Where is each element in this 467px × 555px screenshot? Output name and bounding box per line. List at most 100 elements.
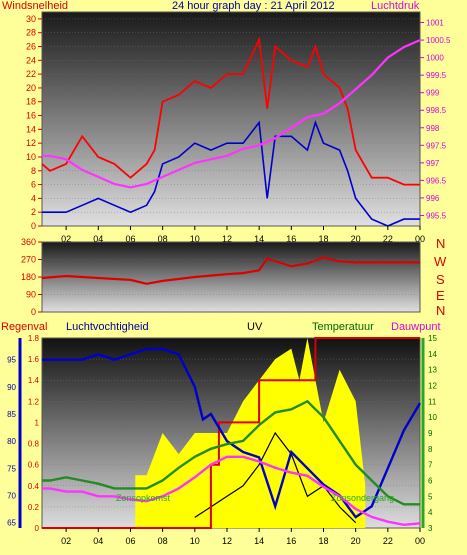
pressure-title: Luchtdruk (371, 0, 420, 12)
temperature-line (42, 399, 420, 506)
y-tick-label-pressure: 998.5 (426, 106, 447, 115)
humidity-label: Luchtvochtigheid (66, 321, 149, 333)
rain-step-line (42, 337, 420, 529)
sunset-label: Zonsondergang (331, 493, 395, 503)
x-tick-label: 04 (93, 234, 103, 244)
x-tick-label: 18 (318, 234, 328, 244)
humidity-line (42, 347, 422, 519)
rain-label: Regenval (1, 321, 48, 333)
y-tick-label-rain: 1 (35, 418, 40, 427)
y-tick-label-pressure: 995.5 (426, 211, 447, 220)
y-tick-label-humidity: 95 (7, 356, 16, 365)
y-tick-label-temperature: 7 (428, 461, 433, 470)
y-tick-label-direction: 270 (21, 255, 36, 265)
y-tick-label-pressure: 999.5 (426, 71, 447, 80)
y-tick-label-wind: 10 (26, 152, 36, 162)
y-tick-label-rain: 1.6 (28, 355, 40, 364)
y-tick-label-wind: 16 (26, 111, 36, 121)
solar-line (194, 431, 357, 524)
y-tick-label-pressure: 999 (426, 89, 440, 98)
chart-title: 24 hour graph day : 21 April 2012 (172, 0, 335, 12)
x-tick-label: 10 (190, 536, 200, 546)
x-tick-label: 06 (125, 234, 135, 244)
dewpoint-line (42, 455, 421, 527)
y-tick-label-wind: 8 (31, 166, 36, 176)
y-tick-label-rain: 1.2 (28, 397, 40, 406)
y-tick-label-pressure: 998 (426, 124, 440, 133)
x-tick-label: 22 (383, 536, 393, 546)
compass-s: S (436, 272, 445, 287)
y-tick-label-wind: 14 (26, 124, 36, 134)
x-tick-label: 02 (61, 536, 71, 546)
y-tick-label-wind: 18 (26, 97, 36, 107)
y-tick-label-wind: 20 (26, 83, 36, 93)
x-tick-label: 02 (61, 234, 71, 244)
pressure-line (42, 39, 421, 189)
y-tick-label-direction: 180 (21, 272, 36, 282)
y-tick-label-humidity: 65 (7, 519, 16, 528)
y-tick-label-wind: 2 (31, 207, 36, 217)
y-tick-label-wind: 24 (26, 55, 36, 65)
y-tick-label-rain: 0.4 (28, 482, 40, 491)
y-tick-label-temperature: 13 (428, 366, 437, 375)
x-tick-label: 10 (190, 234, 200, 244)
x-tick-label: 12 (222, 536, 232, 546)
y-tick-label-pressure: 997.5 (426, 141, 447, 150)
x-tick-label: 18 (318, 536, 328, 546)
y-tick-label-wind: 12 (26, 138, 36, 148)
x-tick-label: 12 (222, 234, 232, 244)
wind-gust-line (41, 36, 420, 186)
compass-w: W (434, 254, 447, 269)
x-tick-label: 14 (254, 234, 264, 244)
y-tick-label-wind: 22 (26, 69, 36, 79)
compass-n-bottom: N (436, 303, 446, 318)
y-tick-label-pressure: 997 (426, 159, 440, 168)
x-tick-label: 08 (158, 536, 168, 546)
y-tick-label-direction: 360 (21, 237, 36, 247)
temperature-label: Temperatuur (312, 321, 374, 333)
compass-e: E (436, 288, 445, 303)
y-tick-label-direction: 0 (31, 307, 36, 317)
plot1-background (41, 11, 421, 227)
y-tick-label-wind: 4 (31, 193, 36, 203)
compass-n-top: N (436, 236, 446, 251)
y-tick-label-wind: 6 (31, 180, 36, 190)
x-tick-label: 16 (286, 234, 296, 244)
y-tick-label-pressure: 996.5 (426, 176, 447, 185)
x-tick-label: 22 (383, 234, 393, 244)
y-tick-label-temperature: 3 (428, 524, 433, 533)
x-tick-label: 20 (351, 536, 361, 546)
y-tick-label-rain: 0.2 (28, 503, 40, 512)
y-tick-label-temperature: 15 (428, 334, 437, 343)
y-tick-label-direction: 90 (26, 290, 36, 300)
x-tick-label: 20 (351, 234, 361, 244)
uv-label: UV (247, 321, 263, 333)
wind-title: Windsnelheid (2, 0, 69, 12)
y-tick-label-temperature: 5 (428, 492, 433, 501)
y-tick-label-temperature: 6 (428, 477, 433, 486)
dewpoint-label: Dauwpunt (391, 321, 441, 333)
y-tick-label-pressure: 1000 (426, 54, 444, 63)
y-tick-label-temperature: 12 (428, 382, 437, 391)
y-tick-label-humidity: 80 (7, 437, 16, 446)
x-tick-label: 00 (415, 536, 425, 546)
y-tick-label-rain: 1.4 (28, 376, 40, 385)
y-tick-label-temperature: 14 (428, 350, 437, 359)
y-tick-label-wind: 0 (31, 221, 36, 231)
y-tick-label-temperature: 9 (428, 429, 433, 438)
y-tick-label-wind: 26 (26, 42, 36, 52)
x-tick-label: 08 (158, 234, 168, 244)
y-tick-label-rain: 0 (35, 524, 40, 533)
y-tick-label-temperature: 11 (428, 397, 437, 406)
y-tick-label-humidity: 85 (7, 410, 16, 419)
y-tick-label-rain: 0.8 (28, 440, 40, 449)
x-tick-label: 06 (125, 536, 135, 546)
x-tick-label: 16 (286, 536, 296, 546)
x-tick-label: 00 (415, 234, 425, 244)
y-tick-label-humidity: 75 (7, 464, 16, 473)
x-tick-label: 14 (254, 536, 264, 546)
y-tick-label-temperature: 4 (428, 508, 433, 517)
y-tick-label-rain: 0.6 (28, 461, 40, 470)
y-tick-label-pressure: 1001 (426, 19, 444, 28)
